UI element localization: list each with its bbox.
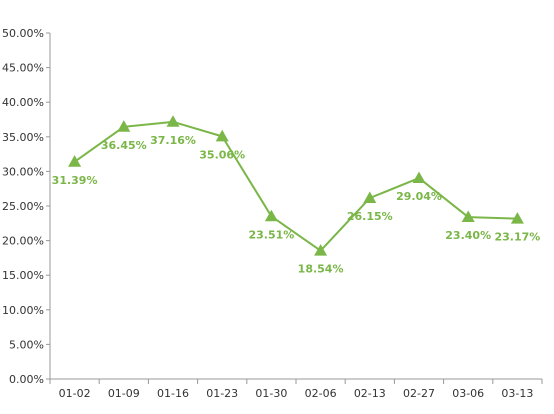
y-tick-label: 0.00% xyxy=(9,373,44,386)
y-tick-label: 20.00% xyxy=(2,235,44,248)
data-point-marker[interactable] xyxy=(461,210,475,223)
data-point-marker[interactable] xyxy=(363,191,377,203)
data-label: 29.04% xyxy=(396,190,442,203)
data-label: 23.40% xyxy=(445,229,491,242)
data-point-marker[interactable] xyxy=(215,129,229,142)
data-labels: 31.39% 36.45% 37.16%35.06% 23.51% 18.54% 26.1… xyxy=(52,134,541,276)
y-tick-label: 35.00% xyxy=(2,131,44,144)
x-tick-label: 03-13 xyxy=(501,387,533,400)
x-tick-label: 02-06 xyxy=(305,387,337,400)
y-tick-label: 25.00% xyxy=(2,200,44,213)
x-tick-label: 01-30 xyxy=(255,387,287,400)
data-point-marker[interactable] xyxy=(117,120,131,132)
x-axis: 01-02 01-09 01-16 01-23 01-30 02-06 02-13 02-27… xyxy=(49,378,543,400)
x-tick-label: 03-06 xyxy=(452,387,484,400)
data-point-marker[interactable] xyxy=(68,155,82,167)
data-label: 31.39% xyxy=(52,174,98,187)
x-tick-label: 01-23 xyxy=(206,387,238,400)
series-group xyxy=(68,115,524,256)
data-point-marker[interactable] xyxy=(264,209,278,222)
data-label: 37.16% xyxy=(150,134,196,147)
data-point-marker[interactable] xyxy=(412,171,426,183)
y-tick-label: 15.00% xyxy=(2,269,44,282)
y-tick-label: 30.00% xyxy=(2,165,44,178)
x-tick-label: 02-27 xyxy=(403,387,435,400)
series-line xyxy=(74,120,518,252)
data-point-marker[interactable] xyxy=(166,115,180,127)
data-label: 35.06% xyxy=(199,148,245,161)
data-point-marker[interactable] xyxy=(510,212,524,224)
y-tick-label: 40.00% xyxy=(2,96,44,109)
data-point-marker[interactable] xyxy=(314,244,328,256)
y-tick-label: 45.00% xyxy=(2,62,44,75)
y-tick-label: 50.00% xyxy=(2,27,44,40)
data-label: 18.54% xyxy=(298,263,344,276)
data-label: 26.15% xyxy=(347,210,393,223)
y-axis: 0.00% 5.00% 10.00% 15.00% 20.00% 25.00% 30.00%… xyxy=(2,27,51,386)
x-tick-label: 01-16 xyxy=(157,387,189,400)
y-tick-label: 5.00% xyxy=(9,338,44,351)
x-tick-label: 01-02 xyxy=(59,387,91,400)
data-label: 36.45% xyxy=(101,139,147,152)
data-label: 23.51% xyxy=(248,228,294,241)
data-label: 23.17% xyxy=(494,231,540,244)
y-tick-label: 10.00% xyxy=(2,304,44,317)
x-tick-label: 02-13 xyxy=(354,387,386,400)
x-tick-label: 01-09 xyxy=(108,387,140,400)
